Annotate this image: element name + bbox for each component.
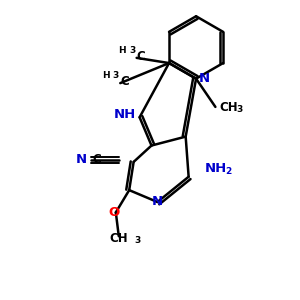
Text: N: N	[152, 195, 163, 208]
Text: CH: CH	[219, 101, 238, 114]
Text: 3: 3	[129, 46, 135, 55]
Text: NH: NH	[205, 162, 227, 175]
Text: N: N	[198, 72, 210, 85]
Text: CH: CH	[110, 232, 128, 245]
Text: N: N	[76, 153, 87, 166]
Text: C: C	[93, 153, 101, 166]
Text: NH: NH	[114, 108, 136, 121]
Text: H: H	[102, 71, 110, 80]
Text: O: O	[109, 206, 120, 219]
Text: 2: 2	[225, 167, 231, 176]
Text: C: C	[120, 75, 129, 88]
Text: 3: 3	[237, 105, 243, 114]
Text: 3: 3	[134, 236, 140, 245]
Text: H: H	[118, 46, 126, 55]
Text: C: C	[136, 50, 146, 63]
Text: 3: 3	[113, 71, 119, 80]
